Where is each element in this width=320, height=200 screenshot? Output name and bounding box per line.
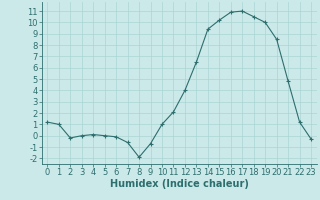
- X-axis label: Humidex (Indice chaleur): Humidex (Indice chaleur): [110, 179, 249, 189]
